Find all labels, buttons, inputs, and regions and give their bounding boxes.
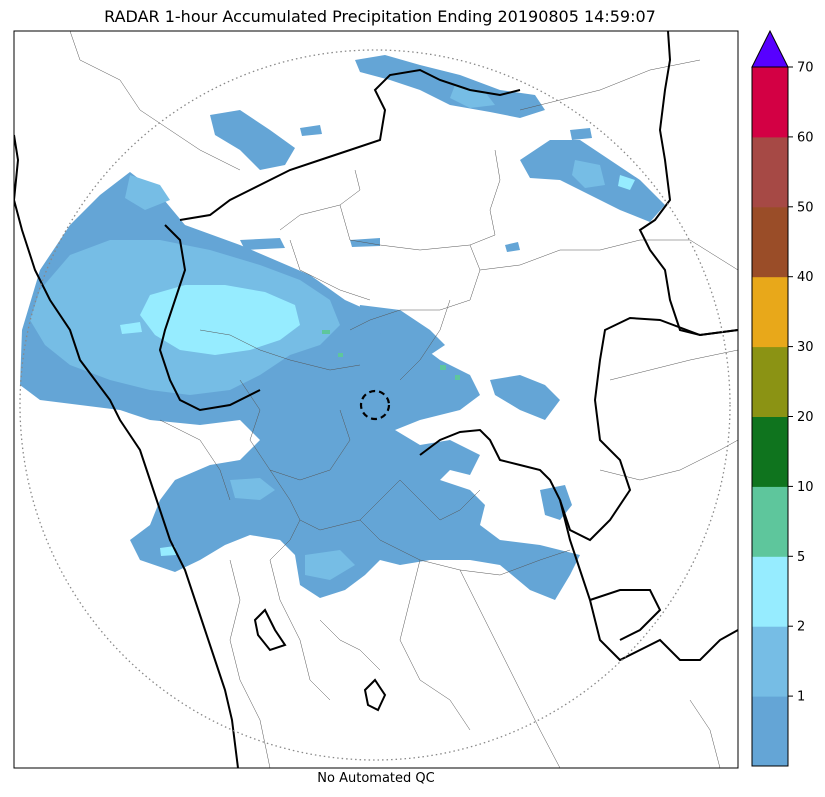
colorbar-band <box>752 206 788 278</box>
precip-layer-5mm <box>120 175 635 556</box>
colorbar-tick-label: 50 <box>797 200 814 215</box>
colorbar-band <box>752 346 788 417</box>
colorbar-tick-label: 40 <box>797 270 814 285</box>
colorbar-band <box>752 486 788 557</box>
colorbar-band <box>752 416 788 487</box>
precip-layer-10mm <box>322 330 460 380</box>
colorbar-band <box>752 67 788 138</box>
colorbar-tick-label: 1 <box>797 690 805 705</box>
colorbar-tick-label: 20 <box>797 410 814 425</box>
range-ring <box>19 49 731 761</box>
colorbar-band <box>752 626 788 697</box>
state-boundaries <box>14 31 738 768</box>
colorbar-tick-label: 30 <box>797 340 814 355</box>
colorbar-tick-label: 2 <box>797 620 805 635</box>
colorbar-band <box>752 556 788 627</box>
colorbar-band <box>752 696 788 767</box>
radar-site-icon <box>359 389 391 421</box>
district-boundaries <box>69 31 738 768</box>
colorbar-bands <box>752 67 788 767</box>
map-frame <box>13 30 739 769</box>
colorbar-tick-label: 5 <box>797 550 805 565</box>
qc-note: No Automated QC <box>317 771 435 786</box>
colorbar-band <box>752 136 788 208</box>
colorbar-tick-label: 60 <box>797 130 814 145</box>
colorbar-tick-label: 70 <box>797 61 814 76</box>
colorbar-tick-label: 10 <box>797 480 814 495</box>
map-title: RADAR 1-hour Accumulated Precipitation E… <box>104 7 656 26</box>
colorbar-extend-arrow <box>751 29 789 68</box>
colorbar-band <box>752 276 788 348</box>
colorbar-ticks: 1 2 5 10 20 30 40 50 60 70 <box>788 61 814 705</box>
